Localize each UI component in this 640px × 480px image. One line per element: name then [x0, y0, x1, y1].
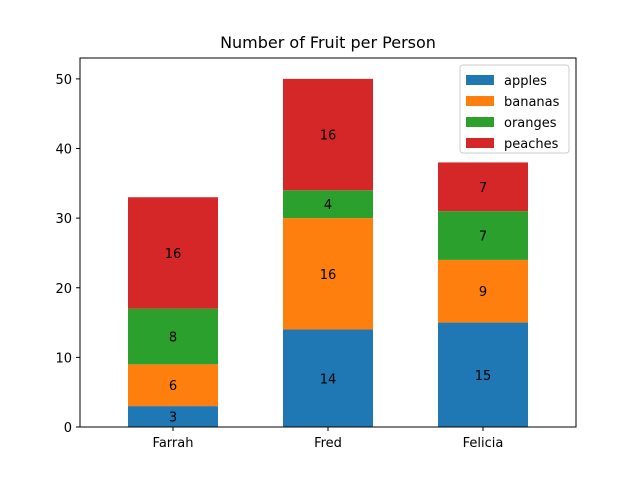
y-tick-label: 50 [55, 73, 72, 88]
bar-bananas-farrah [128, 364, 218, 407]
legend-swatch-peaches [466, 138, 494, 148]
bar-label-apples-felicia: 15 [475, 369, 492, 384]
legend-label-oranges: oranges [504, 116, 557, 131]
chart-title: Number of Fruit per Person [220, 33, 436, 52]
legend-label-bananas: bananas [504, 95, 560, 110]
bar-label-oranges-farrah: 8 [169, 330, 177, 345]
x-tick-label-fred: Fred [314, 436, 342, 451]
bar-label-peaches-farrah: 16 [165, 247, 182, 262]
axes-group: 0 10 20 30 40 50 Farrah Fred Felicia [55, 57, 577, 451]
bar-peaches-fred [283, 78, 373, 191]
legend-box [459, 64, 570, 154]
legend-swatch-oranges [466, 117, 494, 127]
y-tick-label: 20 [55, 282, 72, 297]
y-tick-label: 30 [55, 212, 72, 227]
x-tick-label-farrah: Farrah [153, 436, 194, 451]
legend: apples bananas oranges peaches [459, 64, 570, 154]
bar-label-bananas-farrah: 6 [169, 379, 177, 394]
bar-label-apples-farrah: 3 [169, 411, 177, 426]
y-tick-label: 10 [55, 351, 72, 366]
bar-apples-farrah [128, 406, 218, 427]
bar-bananas-fred [283, 218, 373, 330]
bar-oranges-farrah [128, 308, 218, 365]
x-tick-label-felicia: Felicia [463, 436, 504, 451]
bar-label-peaches-fred: 16 [320, 129, 337, 144]
bar-label-oranges-fred: 4 [324, 198, 332, 213]
y-tick-label: 40 [55, 143, 72, 158]
bar-bananas-felicia [438, 259, 528, 323]
bar-label-bananas-felicia: 9 [479, 285, 487, 300]
y-tick-label: 0 [64, 421, 72, 436]
bar-oranges-felicia [438, 211, 528, 260]
legend-label-apples: apples [504, 74, 547, 89]
bar-label-apples-fred: 14 [320, 372, 337, 387]
legend-swatch-bananas [466, 96, 494, 106]
legend-label-peaches: peaches [504, 137, 559, 152]
bar-label-peaches-felicia: 7 [479, 181, 487, 196]
legend-swatch-apples [466, 75, 494, 85]
bar-peaches-farrah [128, 197, 218, 309]
bar-apples-fred [283, 329, 373, 427]
bar-labels-group: 3 6 8 16 14 16 4 16 15 9 7 7 [165, 129, 492, 426]
bar-peaches-felicia [438, 162, 528, 212]
bar-label-bananas-fred: 16 [320, 268, 337, 283]
bar-apples-felicia [438, 322, 528, 427]
bar-oranges-fred [283, 190, 373, 219]
bars-group [128, 78, 528, 427]
bar-label-oranges-felicia: 7 [479, 230, 487, 245]
